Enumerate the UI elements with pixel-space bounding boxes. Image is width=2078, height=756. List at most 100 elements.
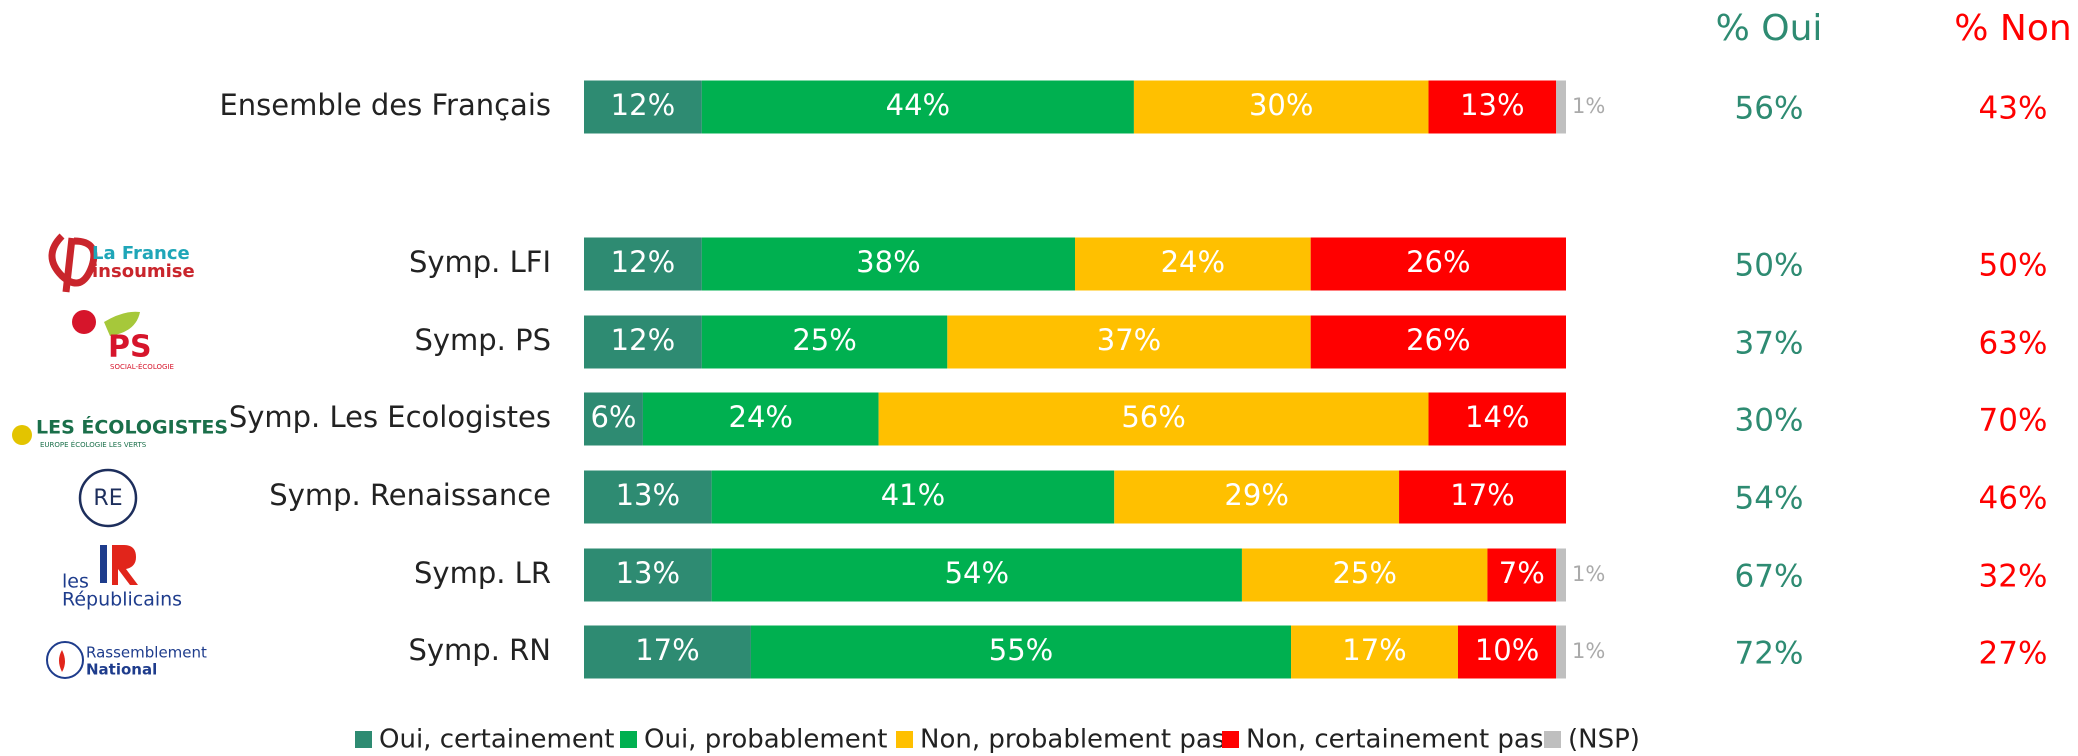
value-label: 44% (886, 88, 950, 122)
total-value: 70% (1979, 403, 2048, 439)
bar-segment (584, 548, 712, 602)
logo-text: SOCIAL-ÉCOLOGIE (110, 362, 174, 371)
legend-label: Non, probablement pas (920, 725, 1225, 755)
logo-shape (48, 233, 98, 293)
logo-text: EUROPE ÉCOLOGIE LES VERTS (40, 440, 147, 449)
bar-segment (1428, 80, 1557, 134)
legend-label: Oui, certainement (379, 725, 615, 755)
legend-swatch (896, 731, 913, 748)
bar-segment (1291, 625, 1458, 679)
bar-segment (1075, 237, 1311, 291)
value-label: 13% (616, 478, 680, 512)
legend-swatch (1222, 731, 1239, 748)
logo-shape (112, 545, 138, 585)
value-label: 7% (1499, 556, 1545, 590)
bar-segment (1310, 315, 1566, 369)
bar-segment (878, 392, 1429, 446)
bar-segment (711, 470, 1115, 524)
logo-shape (12, 425, 32, 445)
total-value: 37% (1735, 326, 1804, 362)
logo-text: PS (108, 330, 152, 365)
bar-segment (1114, 470, 1400, 524)
logo-shape (100, 545, 107, 583)
legend-swatch (355, 731, 372, 748)
value-label: 17% (1450, 478, 1514, 512)
bar-segment (1556, 548, 1566, 602)
category-label: Symp. LR (414, 556, 551, 590)
total-value: 67% (1735, 559, 1804, 595)
value-label: 1% (1572, 94, 1605, 118)
value-label: 26% (1406, 245, 1470, 279)
bar-segment (584, 80, 702, 134)
value-label: 1% (1572, 639, 1605, 663)
bar-segment (711, 548, 1242, 602)
category-label: Symp. Les Ecologistes (229, 400, 551, 434)
bar-segment (1556, 625, 1566, 679)
value-label: 56% (1121, 400, 1185, 434)
logo-text: Rassemblement (86, 644, 207, 662)
value-label: 6% (590, 400, 636, 434)
value-label: 13% (1460, 88, 1524, 122)
value-label: 25% (792, 323, 856, 357)
value-label: 30% (1249, 88, 1313, 122)
value-label: 38% (856, 245, 920, 279)
value-label: 37% (1097, 323, 1161, 357)
bar-segment (701, 237, 1075, 291)
value-label: 24% (729, 400, 793, 434)
total-value: 50% (1979, 248, 2048, 284)
bar-segment (1241, 548, 1488, 602)
category-label: Symp. Renaissance (269, 478, 551, 512)
logo-text: National (86, 661, 157, 679)
logo-text: RE (93, 486, 122, 511)
bar-segment (642, 392, 879, 446)
bar-segment (1310, 237, 1566, 291)
total-value: 43% (1979, 91, 2048, 127)
category-label: Symp. LFI (409, 245, 551, 279)
value-label: 24% (1161, 245, 1225, 279)
logo-shape (59, 650, 65, 672)
total-value: 30% (1735, 403, 1804, 439)
category-label: Symp. RN (408, 633, 551, 667)
logo-shape (78, 468, 138, 528)
value-label: 25% (1332, 556, 1396, 590)
bar-segment (1428, 392, 1566, 446)
bar-segment (584, 625, 751, 679)
total-value: 27% (1979, 636, 2048, 672)
bar-segment (750, 625, 1292, 679)
bar-segment (1487, 548, 1557, 602)
bar-segment (947, 315, 1311, 369)
value-label: 26% (1406, 323, 1470, 357)
total-value: 54% (1735, 481, 1804, 517)
legend-label: Oui, probablement (644, 725, 887, 755)
bar-segment (701, 80, 1134, 134)
value-label: 14% (1465, 400, 1529, 434)
category-label: Ensemble des Français (219, 88, 551, 122)
logo-text: La France (92, 243, 190, 264)
logo-text: LES ÉCOLOGISTES (36, 416, 228, 439)
bar-segment (1556, 80, 1566, 134)
logo-shape (46, 641, 84, 679)
value-label: 54% (945, 556, 1009, 590)
category-label: Symp. PS (414, 323, 551, 357)
total-value: 32% (1979, 559, 2048, 595)
value-label: 13% (616, 556, 680, 590)
legend-swatch (620, 731, 637, 748)
logo-text: insoumise (92, 261, 195, 282)
value-label: 10% (1475, 633, 1539, 667)
logo-text: Républicains (62, 589, 182, 611)
bar-segment (1133, 80, 1429, 134)
logo-shape (104, 311, 140, 336)
value-label: 55% (989, 633, 1053, 667)
legend-label: (NSP) (1568, 725, 1640, 755)
bar-segment (1399, 470, 1566, 524)
bar-segment (584, 315, 702, 369)
column-header: % Oui (1716, 8, 1823, 49)
value-label: 17% (1342, 633, 1406, 667)
column-header: % Non (1954, 8, 2071, 49)
logo-text: les (62, 571, 89, 593)
total-value: 72% (1735, 636, 1804, 672)
value-label: 1% (1572, 562, 1605, 586)
bar-segment (584, 470, 712, 524)
bar-segment (584, 237, 702, 291)
